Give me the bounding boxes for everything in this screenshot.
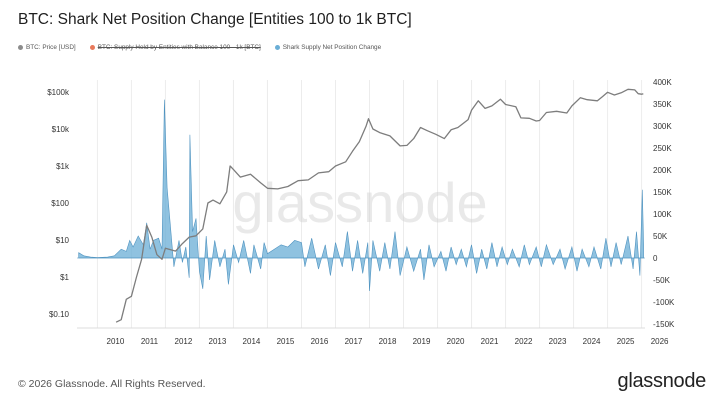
- right-tick-label-11: -150K: [653, 320, 675, 329]
- right-tick-label-4: 200K: [653, 166, 672, 175]
- legend-dot-netchange: [274, 45, 280, 50]
- glassnode-logo: glassnode: [617, 370, 707, 392]
- x-tick-label-8: 2018: [379, 337, 397, 346]
- left-tick-label-6: $100k: [47, 88, 70, 97]
- legend-item-supply[interactable]: BTC: Supply Held by Entities with Balanc…: [89, 44, 261, 51]
- x-tick-label-13: 2023: [549, 337, 567, 346]
- net-change-area: [78, 99, 644, 292]
- x-tick-label-12: 2022: [515, 337, 533, 346]
- x-tick-label-10: 2020: [447, 337, 465, 346]
- right-tick-label-10: -100K: [653, 298, 675, 307]
- legend-item-netchange[interactable]: Shark Supply Net Position Change: [274, 44, 382, 51]
- left-axis: $0.10 $1 $10 $100 $1k $10k $100k: [47, 88, 70, 319]
- legend-label-price: BTC: Price [USD]: [26, 44, 76, 51]
- x-tick-label-1: 2011: [141, 337, 159, 346]
- right-tick-label-3: 250K: [653, 144, 672, 153]
- price-series: [115, 88, 644, 323]
- legend-item-price[interactable]: BTC: Price [USD]: [18, 44, 76, 51]
- x-tick-label-14: 2024: [583, 337, 601, 346]
- x-tick-label-9: 2019: [413, 337, 431, 346]
- right-tick-label-9: -50K: [653, 276, 671, 285]
- right-tick-label-2: 300K: [653, 122, 672, 131]
- x-tick-label-5: 2015: [277, 337, 295, 346]
- legend-label-netchange: Shark Supply Net Position Change: [282, 44, 382, 51]
- left-tick-label-3: $100: [51, 199, 69, 208]
- right-tick-label-5: 150K: [653, 188, 672, 197]
- right-tick-label-1: 350K: [653, 100, 672, 109]
- x-tick-label-2: 2012: [175, 337, 193, 346]
- x-tick-label-4: 2014: [243, 337, 261, 346]
- x-tick-label-6: 2016: [311, 337, 329, 346]
- left-tick-label-1: $1: [60, 273, 69, 282]
- x-tick-label-0: 2010: [107, 337, 125, 346]
- legend-dot-supply: [89, 45, 95, 50]
- right-tick-label-0: 400K: [653, 78, 672, 87]
- legend-dot-price: [18, 45, 23, 50]
- price-line: [115, 88, 644, 323]
- x-tick-label-11: 2021: [481, 337, 499, 346]
- x-axis: 2010 2011 2012 2013 2014 2015 2016 2017 2018 2019…: [107, 337, 670, 346]
- watermark-text: glassnode: [232, 171, 487, 234]
- right-tick-label-6: 100K: [653, 210, 672, 219]
- legend: BTC: Price [USD] BTC: Supply Held by Ent…: [18, 44, 381, 51]
- left-tick-label-5: $10k: [52, 125, 70, 134]
- left-tick-label-2: $10: [56, 236, 70, 245]
- left-tick-label-4: $1k: [56, 162, 70, 171]
- x-tick-label-15: 2025: [617, 337, 635, 346]
- x-tick-label-3: 2013: [209, 337, 227, 346]
- right-axis: 400K 350K 300K 250K 200K 150K 100K 50K 0 -50K -100…: [653, 78, 675, 329]
- right-tick-label-7: 50K: [653, 232, 668, 241]
- legend-label-supply: BTC: Supply Held by Entities with Balanc…: [97, 44, 261, 51]
- copyright-footer: © 2026 Glassnode. All Rights Reserved.: [18, 378, 206, 390]
- chart-title: BTC: Shark Net Position Change [Entities…: [18, 11, 412, 28]
- net-change-series: [77, 99, 645, 292]
- left-tick-label-0: $0.10: [49, 310, 70, 319]
- x-tick-label-16: 2026: [651, 337, 669, 346]
- x-tick-label-7: 2017: [345, 337, 363, 346]
- right-tick-label-8: 0: [653, 254, 658, 263]
